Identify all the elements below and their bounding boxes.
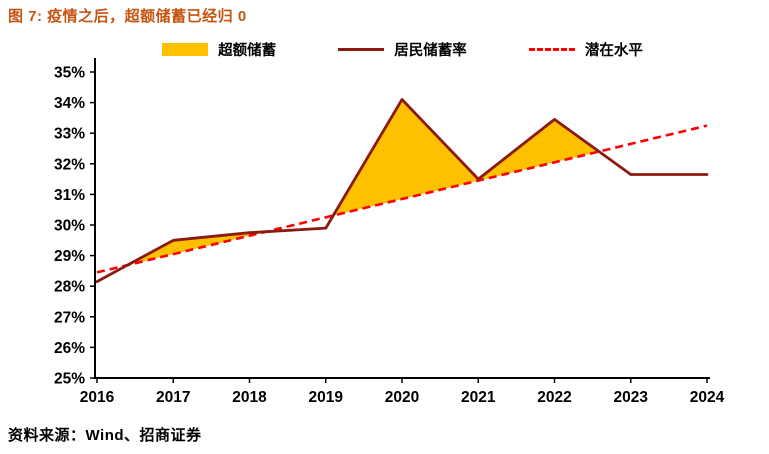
legend-item-savings-rate: 居民储蓄率 [338,39,467,60]
svg-text:34%: 34% [54,95,85,112]
svg-text:35%: 35% [54,65,85,82]
excess-savings-area-swatch [162,43,209,56]
svg-text:31%: 31% [54,187,85,204]
legend-label-potential-level: 潜在水平 [584,43,643,59]
source-note: 资料来源：Wind、招商证券 [8,427,202,444]
svg-text:30%: 30% [54,218,85,235]
legend-label-excess-savings: 超额储蓄 [218,43,277,59]
svg-text:27%: 27% [54,309,85,326]
svg-text:2023: 2023 [614,389,649,406]
svg-text:2019: 2019 [309,389,344,406]
savings-rate-line-swatch [338,48,385,51]
legend-label-savings-rate: 居民储蓄率 [394,43,467,59]
chart-legend: 超额储蓄 居民储蓄率 潜在水平 [100,39,705,60]
legend-item-excess-savings: 超额储蓄 [162,39,276,60]
svg-text:2017: 2017 [156,389,190,406]
svg-text:25%: 25% [54,371,85,388]
svg-text:2024: 2024 [690,389,725,406]
svg-text:33%: 33% [54,126,85,143]
svg-text:28%: 28% [54,279,85,296]
svg-text:2018: 2018 [232,389,267,406]
svg-text:2022: 2022 [537,389,571,406]
legend-item-potential-level: 潜在水平 [528,39,643,60]
svg-text:29%: 29% [54,248,85,265]
potential-level-dash-swatch [528,48,575,51]
svg-text:32%: 32% [54,156,85,173]
svg-text:2021: 2021 [461,389,496,406]
figure-title: 图 7: 疫情之后，超额储蓄已经归 0 [8,8,247,25]
svg-text:26%: 26% [54,340,85,357]
svg-text:2020: 2020 [385,389,419,406]
svg-text:2016: 2016 [80,389,115,406]
